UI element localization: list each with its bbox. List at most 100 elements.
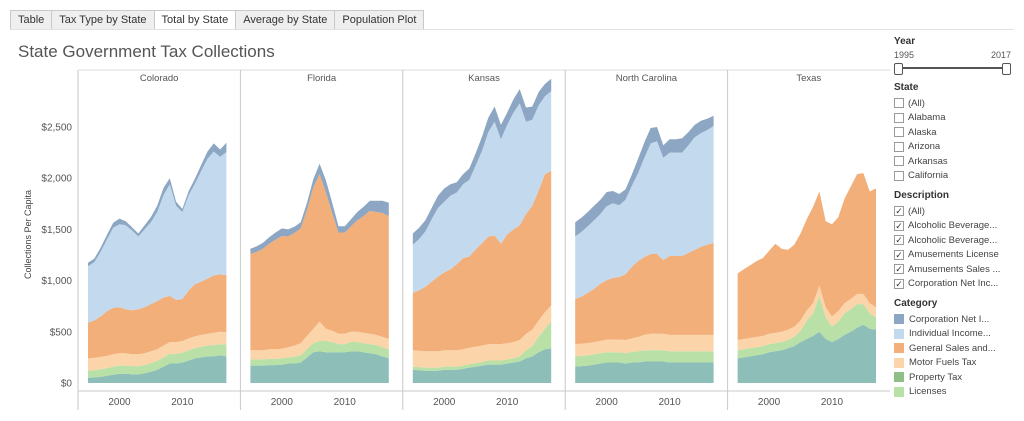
year-range-labels: 1995 2017 [894,50,1011,60]
x-tick-label: 2010 [658,397,681,408]
y-tick-label: $2,000 [41,174,72,185]
state-option[interactable]: Arizona [894,140,1020,155]
description-option[interactable]: Amusements License [894,248,1020,263]
description-option[interactable]: Amusements Sales ... [894,262,1020,277]
y-tick-label: $500 [50,327,73,338]
state-option[interactable]: Arkansas [894,154,1020,169]
x-tick-label: 2010 [496,397,519,408]
area-licenses-north-carolina [575,350,714,367]
x-tick-label: 2010 [334,397,357,408]
description-option[interactable]: Alcoholic Beverage... [894,219,1020,234]
area-licenses-florida [250,341,389,366]
legend-item-label: Motor Fuels Tax [909,357,977,369]
area-general-sales-kansas [412,171,552,352]
area-general-sales-north-carolina [575,242,714,345]
legend-item-label: Property Tax [909,371,963,383]
slider-max-handle[interactable] [1002,63,1011,75]
legend-item[interactable]: General Sales and... [894,341,1020,356]
area-individual-income-kansas [412,91,552,293]
state-option[interactable]: (All) [894,96,1020,111]
legend-swatch [894,343,904,354]
description-option[interactable]: (All) [894,204,1020,219]
legend-item[interactable]: Individual Income... [894,327,1020,342]
slider-track[interactable] [898,67,1007,69]
description-option-label: Alcoholic Beverage... [908,234,998,246]
y-tick-label: $1,500 [41,225,72,236]
y-tick-label: $1,000 [41,276,72,287]
y-tick-label: $0 [61,379,73,390]
x-tick-label: 2000 [433,397,456,408]
description-checkbox[interactable] [894,206,904,217]
tab-divider [10,29,1014,30]
tab-tax-type-by-state[interactable]: Tax Type by State [51,10,154,30]
state-option-label: California [908,170,949,182]
slider-min-handle[interactable] [894,63,903,75]
y-tick-label: $2,500 [41,122,72,133]
area-licenses-texas [737,295,876,359]
year-max-label: 2017 [990,50,1011,60]
category-legend-title: Category [894,298,938,309]
legend-item-label: Individual Income... [909,328,991,340]
state-option-label: (All) [908,97,925,109]
panel-title: North Carolina [616,73,678,84]
description-checkbox[interactable] [894,220,904,231]
state-option[interactable]: California [894,169,1020,184]
legend-swatch [894,386,904,397]
state-filter-list: (All) Alabama Alaska Arizona Arkansas Califor… [894,96,1020,183]
state-filter-title: State [894,82,919,93]
state-option[interactable]: Alaska [894,125,1020,140]
description-option-label: Corporation Net Inc... [908,278,999,290]
page-title: State Government Tax Collections [18,42,275,61]
area-general-sales-colorado [88,274,227,359]
description-checkbox[interactable] [894,264,904,275]
legend-item[interactable]: Property Tax [894,370,1020,385]
description-checkbox[interactable] [894,278,904,289]
state-checkbox[interactable] [894,156,904,167]
description-option-label: Alcoholic Beverage... [908,220,998,232]
x-tick-label: 2000 [596,397,619,408]
area-base-texas [737,324,876,383]
category-legend-list: Corporation Net I... Individual Income...… [894,312,1020,399]
area-base-colorado [88,355,227,383]
year-range-slider[interactable] [894,61,1011,75]
filter-pane: Year 1995 2017 State (All) Alabama Alaska A… [894,36,1020,399]
year-filter: Year 1995 2017 [894,36,1020,75]
area-base-florida [250,351,389,383]
year-filter-title: Year [894,36,916,47]
legend-item-label: General Sales and... [909,342,996,354]
area-motor-fuels-colorado [88,331,227,371]
description-option-label: Amusements License [908,249,999,261]
stacked-area-chart: Collections Per Capita $0 $500 $1,000 $1,500… [23,69,890,410]
legend-swatch [894,314,904,325]
legend-item-label: Corporation Net I... [909,313,990,325]
legend-item[interactable]: Licenses [894,385,1020,400]
description-option[interactable]: Alcoholic Beverage... [894,233,1020,248]
state-option-label: Arizona [908,141,941,153]
state-checkbox[interactable] [894,112,904,123]
description-filter-title: Description [894,190,950,201]
area-licenses-kansas [412,321,552,371]
x-tick-label: 2010 [171,397,194,408]
area-motor-fuels-kansas [412,305,552,368]
state-option-label: Arkansas [908,155,948,167]
description-checkbox[interactable] [894,249,904,260]
state-checkbox[interactable] [894,170,904,181]
x-tick-label: 2000 [758,397,781,408]
state-option[interactable]: Alabama [894,111,1020,126]
state-checkbox[interactable] [894,127,904,138]
state-filter: State (All) Alabama Alaska Arizona Arkansas C… [894,82,1020,183]
legend-item[interactable]: Corporation Net I... [894,312,1020,327]
area-general-sales-florida [250,174,389,351]
description-checkbox[interactable] [894,235,904,246]
legend-item[interactable]: Motor Fuels Tax [894,356,1020,371]
state-checkbox[interactable] [894,141,904,152]
area-motor-fuels-florida [250,321,389,360]
state-checkbox[interactable] [894,98,904,109]
area-motor-fuels-north-carolina [575,333,714,357]
description-option[interactable]: Corporation Net Inc... [894,277,1020,292]
description-filter: Description (All) Alcoholic Beverage... Al… [894,190,1020,291]
panel-title: Colorado [140,73,179,84]
area-base-north-carolina [575,361,714,383]
panel-title: Kansas [468,73,500,84]
area-corporation-florida [250,163,389,254]
